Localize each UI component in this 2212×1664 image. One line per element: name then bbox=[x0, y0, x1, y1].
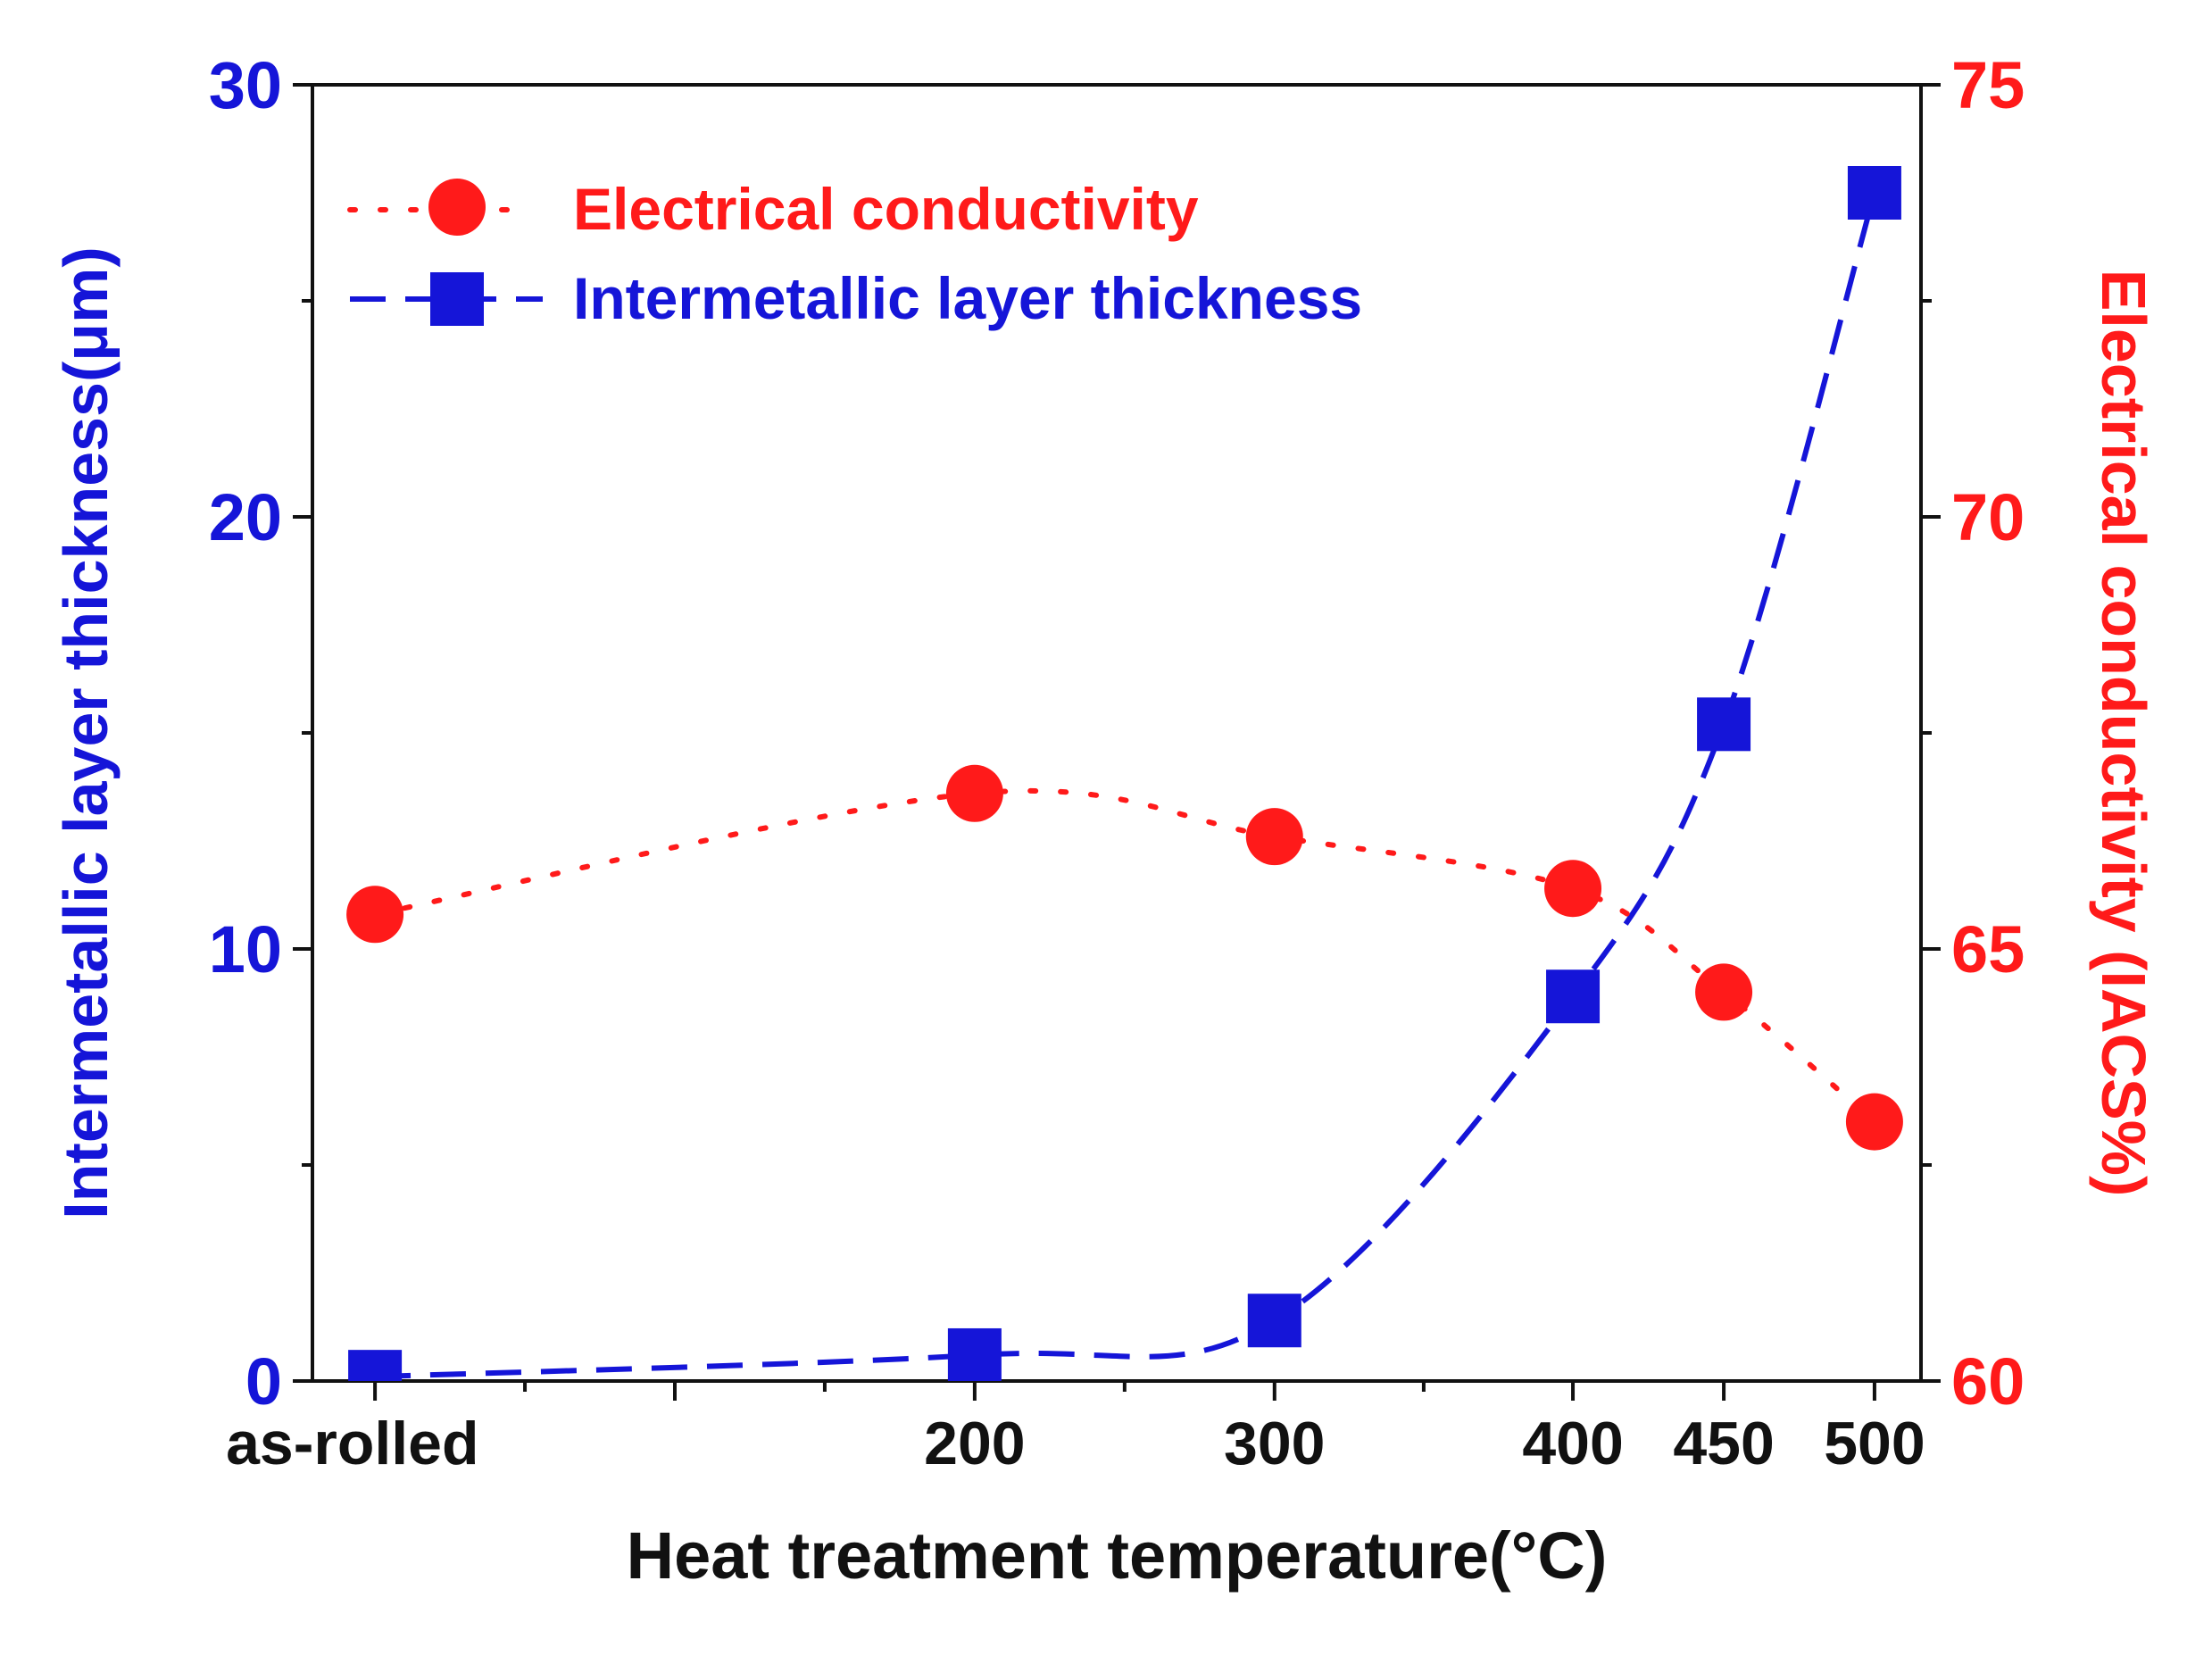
series-layer bbox=[346, 166, 1903, 1381]
thickness-point bbox=[1847, 166, 1901, 220]
right-axis-ticks: 60 65 70 75 bbox=[1951, 48, 2025, 1419]
left-axis-title: Intermetallic layer thickness(μm) bbox=[51, 246, 121, 1219]
conductivity-point bbox=[1544, 860, 1602, 918]
thickness-markers bbox=[348, 166, 1901, 1381]
legend-label-thickness: Intermetallic layer thickness bbox=[573, 265, 1362, 331]
right-tick-label: 60 bbox=[1951, 1344, 2025, 1419]
thickness-point bbox=[1247, 1294, 1301, 1348]
conductivity-point bbox=[945, 764, 1003, 822]
thickness-point bbox=[1546, 969, 1601, 1024]
conductivity-point bbox=[1245, 808, 1303, 866]
x-tick-label: 400 bbox=[1522, 1410, 1623, 1477]
legend-label-conductivity: Electrical conductivity bbox=[573, 176, 1199, 242]
left-tick-label: 20 bbox=[209, 480, 282, 554]
conductivity-point bbox=[1695, 963, 1753, 1021]
x-tick-label: 500 bbox=[1824, 1410, 1925, 1477]
conductivity-markers bbox=[346, 764, 1903, 1151]
legend-blue-marker bbox=[430, 272, 484, 326]
legend: Electrical conductivity Intermetallic la… bbox=[347, 176, 1362, 331]
x-tick-label: 300 bbox=[1224, 1410, 1325, 1477]
thickness-point bbox=[348, 1350, 403, 1381]
x-tick-label: as-rolled bbox=[226, 1410, 478, 1477]
left-tick-label: 30 bbox=[209, 48, 282, 122]
thickness-line bbox=[374, 192, 1877, 1380]
conductivity-line bbox=[372, 788, 1877, 1125]
thickness-point bbox=[1697, 697, 1751, 752]
x-tick-label: 450 bbox=[1673, 1410, 1774, 1477]
thickness-point bbox=[947, 1327, 1002, 1381]
left-tick-label: 10 bbox=[209, 912, 282, 986]
right-tick-label: 70 bbox=[1951, 480, 2025, 554]
x-axis-title: Heat treatment temperature(°C) bbox=[627, 1518, 1608, 1593]
right-tick-label: 65 bbox=[1951, 912, 2025, 986]
conductivity-point bbox=[1845, 1093, 1903, 1151]
right-axis-title: Electrical conductivity (IACS%) bbox=[2089, 270, 2158, 1197]
right-tick-label: 75 bbox=[1951, 48, 2025, 122]
conductivity-point bbox=[346, 886, 404, 944]
left-axis-ticks: 0 10 20 30 bbox=[209, 48, 282, 1419]
x-tick-label: 200 bbox=[924, 1410, 1025, 1477]
legend-red-marker bbox=[428, 179, 486, 236]
tick-marks bbox=[293, 83, 1941, 1401]
x-axis-ticks: as-rolled 200 300 400 450 500 bbox=[226, 1410, 1925, 1477]
left-tick-label: 0 bbox=[245, 1344, 282, 1419]
